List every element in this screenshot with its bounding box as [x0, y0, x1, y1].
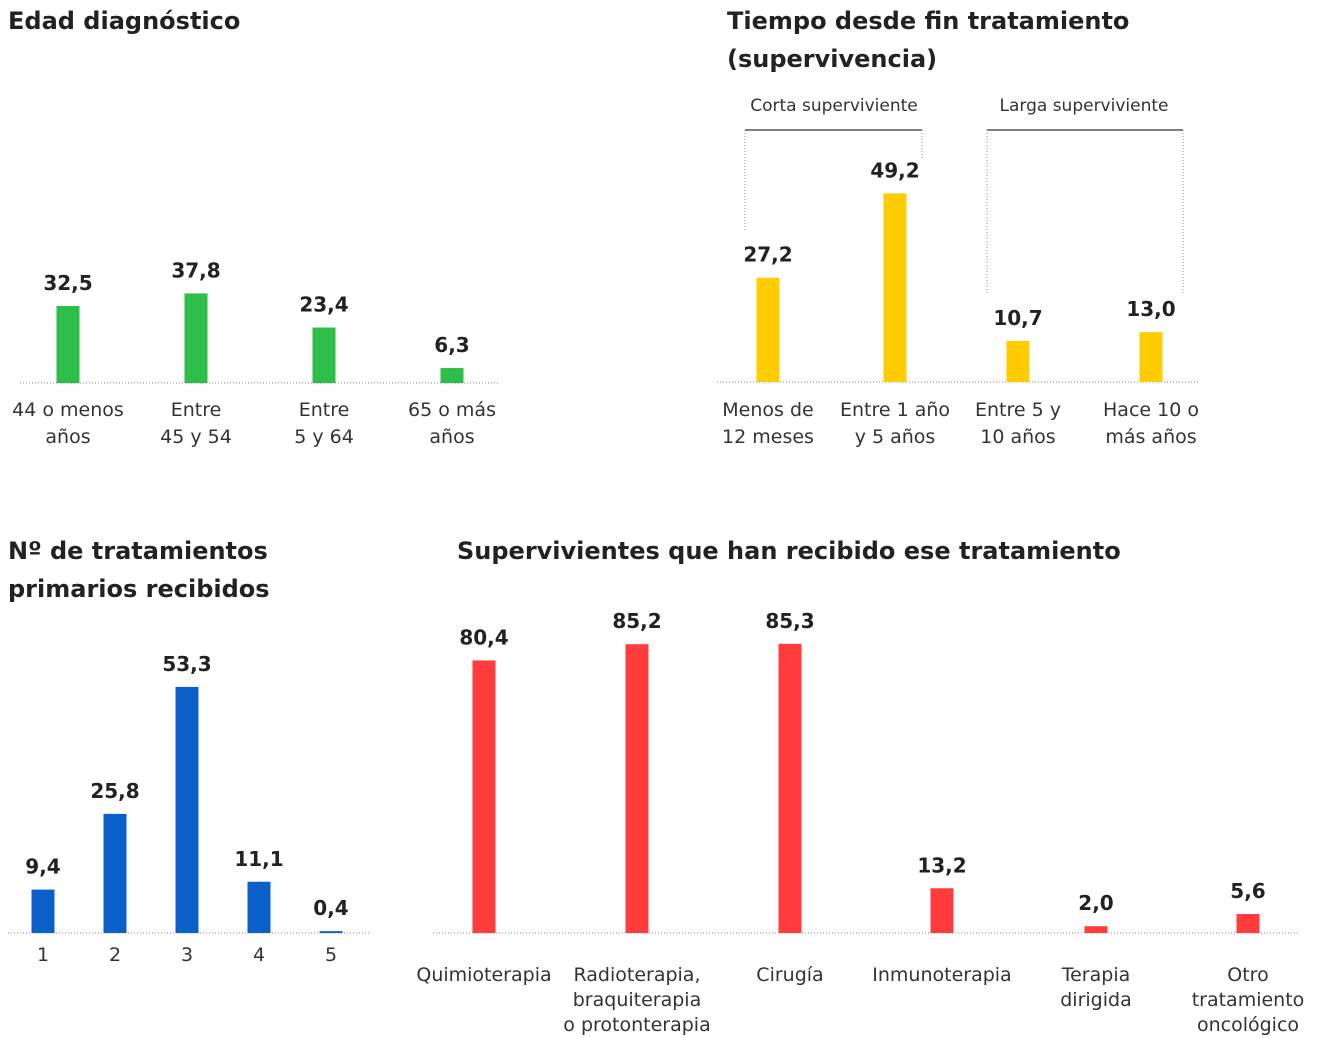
bar — [625, 644, 649, 933]
bar — [175, 686, 199, 933]
bar — [56, 305, 80, 383]
category-label: 65 o más años — [408, 399, 496, 448]
value-label: 27,2 — [743, 242, 792, 266]
category-label: Otro tratamiento oncológico — [1192, 964, 1305, 1036]
chart-title: Tiempo desde fin tratamiento (supervivenc… — [727, 7, 1129, 73]
value-label: 85,3 — [765, 608, 814, 632]
chart-title: Nº de tratamientos primarios recibidos — [8, 537, 270, 603]
bar — [1006, 340, 1030, 382]
bar — [1084, 926, 1108, 933]
category-label: 1 — [37, 944, 49, 966]
value-label: 10,7 — [993, 305, 1042, 329]
bar — [319, 931, 343, 933]
bar — [312, 327, 336, 383]
value-label: 53,3 — [162, 651, 211, 675]
category-label: Cirugía — [756, 964, 823, 986]
bar — [472, 660, 496, 933]
category-label: Quimioterapia — [416, 964, 551, 986]
bar — [1139, 332, 1163, 382]
category-label: 3 — [181, 944, 193, 966]
category-label: Menos de 12 meses — [722, 399, 814, 448]
value-label: 13,2 — [917, 853, 966, 877]
value-label: 13,0 — [1126, 297, 1175, 321]
value-label: 49,2 — [870, 158, 919, 182]
annotation: Corta superviviente — [750, 96, 918, 116]
value-label: 23,4 — [299, 292, 348, 316]
value-label: 37,8 — [171, 258, 220, 282]
category-label: 4 — [253, 944, 265, 966]
value-label: 6,3 — [434, 333, 469, 357]
bar — [1236, 914, 1260, 933]
category-label: 44 o menos años — [12, 399, 124, 448]
category-label: Inmunoterapia — [872, 964, 1011, 986]
brackets — [744, 129, 1184, 295]
value-label: 85,2 — [612, 609, 661, 633]
value-label: 25,8 — [90, 778, 139, 802]
value-label: 11,1 — [234, 846, 283, 870]
value-label: 80,4 — [459, 625, 508, 649]
annotation: Larga superviviente — [1000, 96, 1169, 116]
value-label: 9,4 — [25, 854, 60, 878]
category-label: Hace 10 o más años — [1103, 399, 1199, 448]
bar — [184, 293, 208, 383]
category-label: Entre 1 año y 5 años — [840, 399, 950, 448]
category-label: Entre 45 y 54 — [160, 399, 232, 448]
category-label: 2 — [109, 944, 121, 966]
value-label: 5,6 — [1230, 879, 1265, 903]
bar — [31, 889, 55, 933]
value-label: 0,4 — [313, 896, 348, 920]
bar — [778, 643, 802, 933]
category-label: Entre 5 y 64 — [294, 399, 354, 448]
bar — [247, 881, 271, 933]
category-label: Terapia dirigida — [1060, 964, 1131, 1011]
bar — [440, 368, 464, 383]
category-label: 5 — [325, 944, 337, 966]
category-label: Entre 5 y 10 años — [975, 399, 1061, 448]
category-label: Radioterapia, braquiterapia o protonterapi… — [563, 964, 710, 1036]
bar — [756, 277, 780, 382]
bar — [883, 193, 907, 382]
value-label: 32,5 — [43, 270, 92, 294]
chart-title: Supervivientes que han recibido ese trat… — [457, 537, 1121, 565]
chart-title: Edad diagnóstico — [8, 7, 240, 35]
bar — [930, 888, 954, 933]
bar — [103, 813, 127, 933]
value-label: 2,0 — [1078, 891, 1113, 915]
